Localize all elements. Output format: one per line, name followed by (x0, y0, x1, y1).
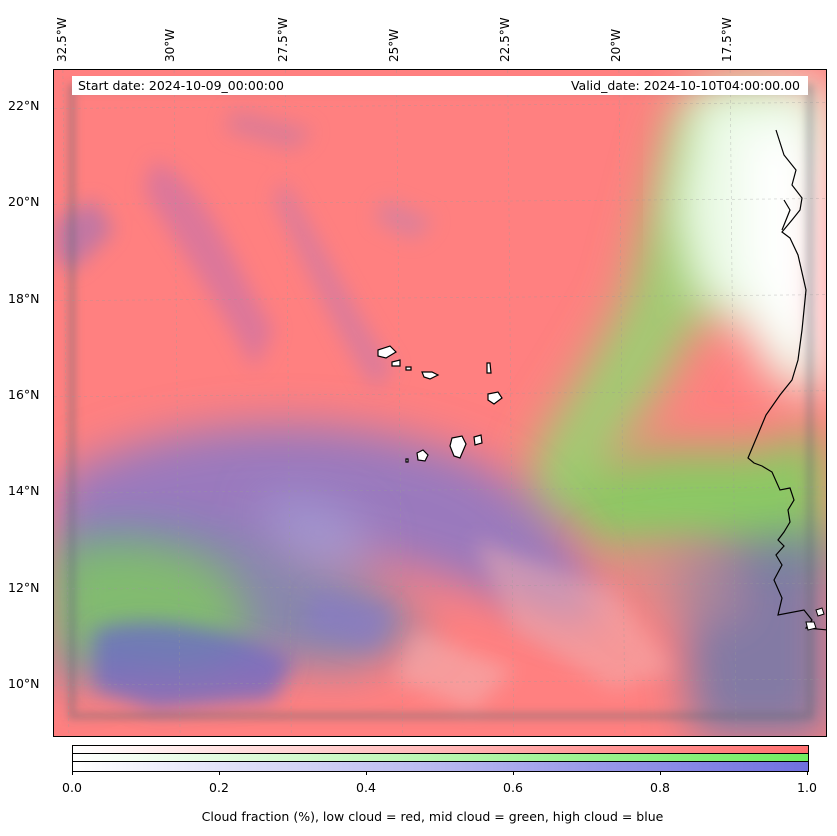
lat-label-22n: 22°N (8, 98, 40, 113)
map-frame (53, 69, 827, 737)
colorbar-high-cloud (73, 762, 808, 771)
lat-label-16n: 16°N (8, 387, 40, 402)
southeast-mixed-cloud (594, 530, 826, 736)
colorbar-tick-label-02: 0.2 (209, 780, 229, 795)
lon-label-20w: 20°W (609, 28, 623, 62)
colorbar-low-cloud (73, 746, 808, 754)
lon-label-17-5w: 17.5°W (720, 17, 734, 62)
colorbar-tick-0 (72, 771, 73, 775)
lon-label-25w: 25°W (387, 28, 401, 62)
date-info-bar: Start date: 2024-10-09_00:00:00 Valid_da… (72, 76, 808, 95)
colorbar-tick-label-06: 0.6 (503, 780, 523, 795)
lat-label-18n: 18°N (8, 291, 40, 306)
lat-label-20n: 20°N (8, 194, 40, 209)
colorbar-mid-cloud (73, 754, 808, 762)
colorbar-tick-04 (366, 771, 367, 775)
start-date-label: Start date: 2024-10-09_00:00:00 (78, 78, 284, 93)
lon-label-27-5w: 27.5°W (276, 17, 290, 62)
colorbar-caption: Cloud fraction (%), low cloud = red, mid… (201, 809, 664, 824)
lon-label-32-5w: 32.5°W (55, 17, 69, 62)
colorbar-tick-06 (513, 771, 514, 775)
cape-verde-islands (377, 345, 503, 463)
colorbar (72, 745, 809, 772)
cloud-fraction-map (54, 70, 826, 736)
colorbar-tick-1 (807, 771, 808, 775)
colorbar-tick-02 (219, 771, 220, 775)
lat-label-12n: 12°N (8, 580, 40, 595)
colorbar-tick-08 (660, 771, 661, 775)
southern-deep-high-cloud (94, 590, 394, 710)
canary-coast-fragment (781, 199, 791, 231)
lon-label-22-5w: 22.5°W (498, 17, 512, 62)
colorbar-tick-label-0: 0.0 (62, 780, 82, 795)
lat-label-10n: 10°N (8, 676, 40, 691)
colorbar-tick-label-1: 1.0 (797, 780, 817, 795)
colorbar-tick-label-08: 0.8 (650, 780, 670, 795)
africa-coastline (747, 129, 826, 631)
bissagos-islands (805, 607, 825, 631)
colorbar-tick-label-04: 0.4 (356, 780, 376, 795)
lat-label-14n: 14°N (8, 483, 40, 498)
lon-label-30w: 30°W (163, 28, 177, 62)
valid-date-label: Valid_date: 2024-10-10T04:00:00.00 (570, 78, 800, 93)
